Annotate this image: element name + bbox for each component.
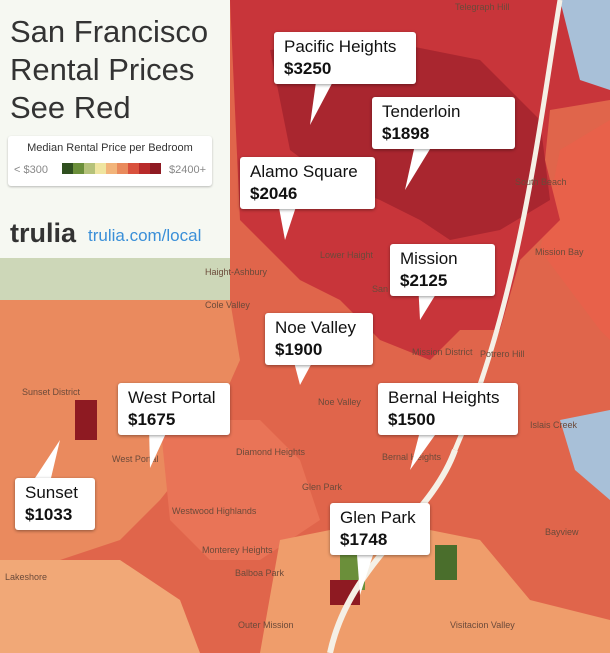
brand-url[interactable]: trulia.com/local xyxy=(88,226,202,245)
callout-price: $1900 xyxy=(275,340,323,359)
callout-pointer xyxy=(357,555,373,595)
legend-swatch xyxy=(84,163,95,174)
legend-label: Median Rental Price per Bedroom xyxy=(27,142,193,154)
map-label: Mission District xyxy=(412,347,473,357)
callout-name: Mission xyxy=(400,249,458,268)
callout-name: Noe Valley xyxy=(275,318,356,337)
callout-name: Bernal Heights xyxy=(388,388,500,407)
callout-pointer xyxy=(279,209,296,240)
title-panel: San Francisco Rental Prices See Red Medi… xyxy=(0,0,230,258)
map-label: Outer Mission xyxy=(238,620,294,630)
map-label: Balboa Park xyxy=(235,568,285,578)
brand-logo: trulia xyxy=(10,218,77,248)
callout: Bernal Heights $1500 xyxy=(378,383,518,435)
map-label: Bayview xyxy=(545,527,579,537)
callout-price: $1500 xyxy=(388,410,436,429)
legend-swatch xyxy=(150,163,161,174)
map-label: Cole Valley xyxy=(205,300,250,310)
legend-swatch xyxy=(106,163,117,174)
legend-swatch xyxy=(139,163,150,174)
legend-swatch xyxy=(95,163,106,174)
callout: Alamo Square $2046 xyxy=(240,157,375,209)
legend: Median Rental Price per Bedroom < $300 $… xyxy=(8,136,212,186)
map-label: Haight-Ashbury xyxy=(205,267,268,277)
legend-swatch xyxy=(117,163,128,174)
callout-pointer xyxy=(294,365,311,385)
callout-pointer xyxy=(149,435,166,468)
callout-price: $1898 xyxy=(382,124,430,143)
callout: West Portal $1675 xyxy=(118,383,230,435)
callout-name: Alamo Square xyxy=(250,162,358,181)
callout-pointer xyxy=(418,296,435,320)
legend-swatches xyxy=(62,163,161,174)
map-label: Westwood Highlands xyxy=(172,506,257,516)
title-line: Rental Prices xyxy=(10,52,195,87)
map-label: Bernal Heights xyxy=(382,452,442,462)
callout: Noe Valley $1900 xyxy=(265,313,373,365)
callout-price: $1748 xyxy=(340,530,388,549)
callout-name: Sunset xyxy=(25,483,78,502)
callout-price: $2125 xyxy=(400,271,448,290)
callout-pointer xyxy=(410,435,435,470)
legend-low: < $300 xyxy=(14,164,48,176)
callout-name: Pacific Heights xyxy=(284,37,397,56)
title-line: San Francisco xyxy=(10,14,209,49)
callout: Tenderloin $1898 xyxy=(372,97,515,149)
map-label: Telegraph Hill xyxy=(455,2,510,12)
callout-price: $1033 xyxy=(25,505,73,524)
callout: Pacific Heights $3250 xyxy=(274,32,416,84)
callout-price: $1675 xyxy=(128,410,176,429)
map-label: Lakeshore xyxy=(5,572,47,582)
callout-price: $3250 xyxy=(284,59,332,78)
callout: Glen Park $1748 xyxy=(330,503,430,555)
map-label: Potrero Hill xyxy=(480,349,525,359)
callout-pointer xyxy=(310,84,332,125)
legend-swatch xyxy=(62,163,73,174)
callout-name: Tenderloin xyxy=(382,102,461,121)
callout: Mission $2125 xyxy=(390,244,495,296)
callout-name: West Portal xyxy=(128,388,216,407)
map-label: Mission Bay xyxy=(535,247,584,257)
callout-pointer xyxy=(35,440,60,478)
map-label: Noe Valley xyxy=(318,397,361,407)
callout-name: Glen Park xyxy=(340,508,416,527)
legend-high: $2400+ xyxy=(168,164,206,176)
map-label: Islais Creek xyxy=(530,420,578,430)
map-label: West Portal xyxy=(112,454,158,464)
map-label: Sunset District xyxy=(22,387,81,397)
title-line: See Red xyxy=(10,90,131,125)
legend-swatch xyxy=(128,163,139,174)
map-label: Diamond Heights xyxy=(236,447,306,457)
legend-swatch xyxy=(73,163,84,174)
callout-pointer xyxy=(405,149,431,190)
map-label: Visitacion Valley xyxy=(450,620,515,630)
callout: Sunset $1033 xyxy=(15,478,95,530)
map-label: Monterey Heights xyxy=(202,545,273,555)
callout-price: $2046 xyxy=(250,184,298,203)
map-label: South Beach xyxy=(515,177,567,187)
map-label: Lower Haight xyxy=(320,250,374,260)
map-label: Glen Park xyxy=(302,482,343,492)
